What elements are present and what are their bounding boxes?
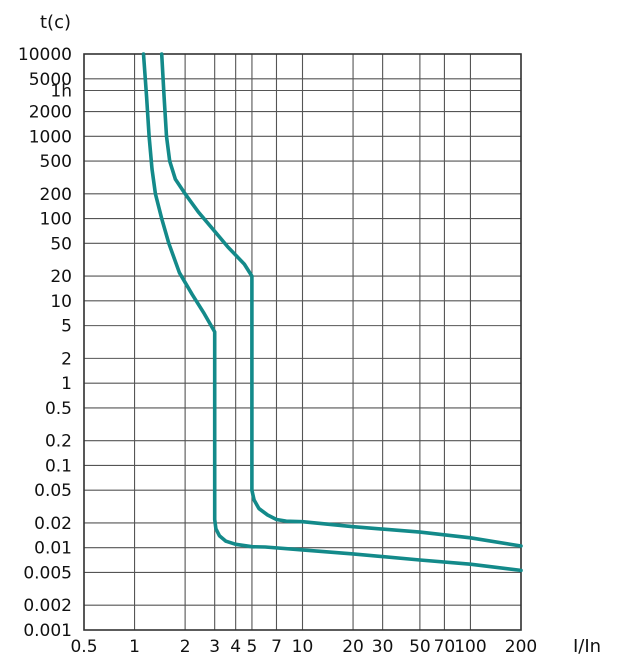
x-tick-label: 200: [505, 637, 537, 657]
y-tick-label: 2000: [29, 103, 72, 123]
y-tick-label: 0.05: [34, 481, 72, 501]
y-tick-label: 50: [50, 234, 72, 254]
y-tick-label: 20: [50, 267, 72, 287]
x-tick-label: 30: [372, 637, 394, 657]
y-tick-label: 100: [40, 210, 72, 230]
x-tick-label: 2: [180, 637, 191, 657]
y-tick-label: 1: [61, 374, 72, 394]
x-tick-label: 0.5: [70, 637, 97, 657]
y-tick-label: 0.2: [45, 432, 72, 452]
x-tick-label: 50: [409, 637, 431, 657]
y-tick-label: 1000: [29, 127, 72, 147]
y-tick-label: 200: [40, 185, 72, 205]
x-tick-label: 100: [454, 637, 486, 657]
plot-frame: [83, 53, 522, 631]
x-tick-label: 70: [434, 637, 456, 657]
curves: [141, 52, 523, 573]
y-tick-label: 5: [61, 317, 72, 337]
x-tick-label: 3: [209, 637, 220, 657]
y-tick-label: 0.01: [34, 539, 72, 559]
x-tick-label: 10: [292, 637, 314, 657]
y-tick-label: 0.002: [23, 596, 72, 616]
y-tick-label: 0.02: [34, 514, 72, 534]
y-tick-label: 0.1: [45, 456, 72, 476]
trip-curve-1: [141, 52, 523, 573]
y-tick-label: 0.001: [23, 621, 72, 641]
x-tick-label: 5: [247, 637, 258, 657]
y-tick-label: 1h: [50, 82, 72, 102]
y-axis-label: t(c): [40, 12, 71, 33]
x-tick-label: 4: [230, 637, 241, 657]
x-tick-label: 7: [271, 637, 282, 657]
y-tick-label: 500: [40, 152, 72, 172]
y-tick-label: 5000: [29, 70, 72, 90]
y-tick-label: 10000: [18, 45, 72, 65]
y-tick-label: 0.005: [23, 563, 72, 583]
y-tick-label: 0.5: [45, 399, 72, 419]
x-tick-label: 1: [129, 637, 140, 657]
y-tick-label: 2: [61, 349, 72, 369]
trip-curve-2: [159, 52, 523, 548]
x-tick-label: 20: [342, 637, 364, 657]
y-tick-label: 10: [50, 292, 72, 312]
x-axis-label: I/In: [573, 636, 601, 657]
